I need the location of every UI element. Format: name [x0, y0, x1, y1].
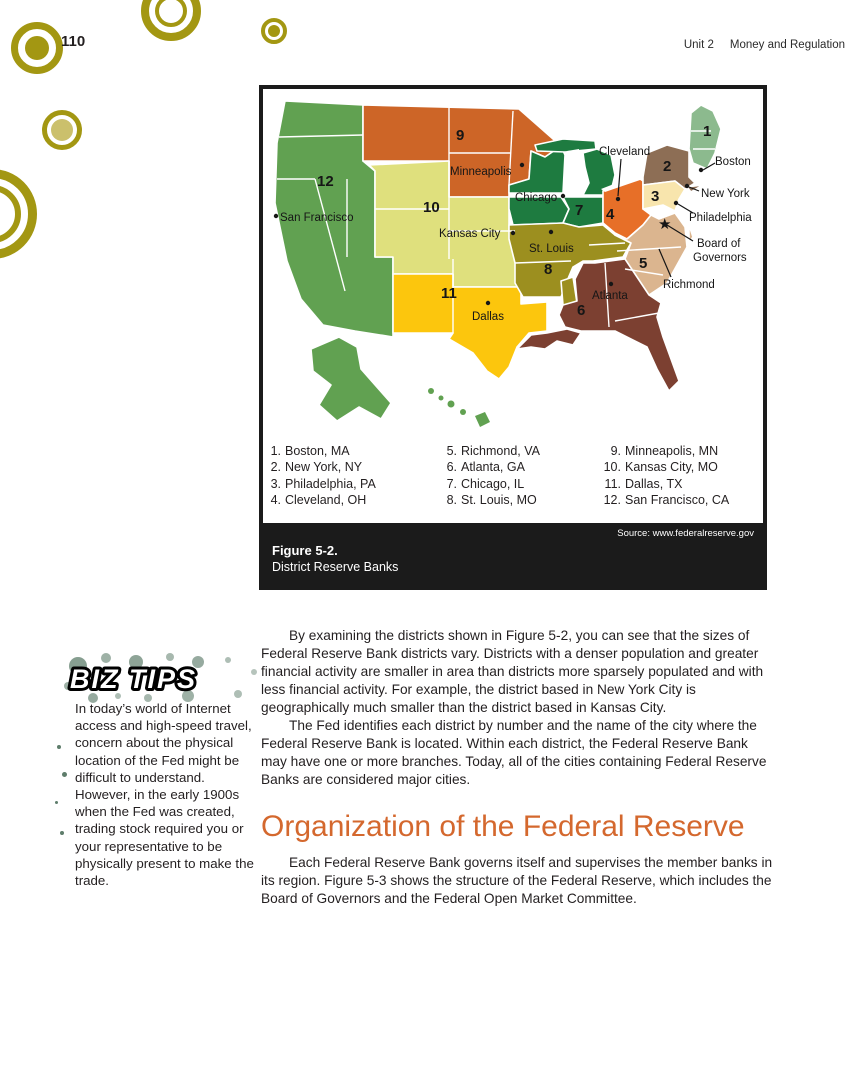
- legend-column: 9. Minneapolis, MN 10. Kansas City, MO 11.…: [601, 443, 757, 509]
- label-boston: Boston: [715, 156, 751, 168]
- page-number: 110: [61, 33, 86, 50]
- district-number-6: 6: [577, 302, 585, 319]
- legend-item: 9. Minneapolis, MN: [610, 444, 719, 458]
- legend-item: 6. Atlanta, GA: [446, 460, 525, 475]
- decorative-circle-dot: [25, 36, 49, 60]
- decorative-circle: [11, 22, 63, 74]
- section-heading: Organization of the Federal Reserve: [261, 810, 745, 843]
- biz-tips-logo-text: BIZ TIPS: [70, 664, 197, 694]
- label-san-francisco: San Francisco: [280, 212, 354, 224]
- louisiana-delta: [516, 328, 582, 350]
- district-6-region: [558, 258, 680, 392]
- decorative-circle-dot: [268, 25, 280, 37]
- header-title: Money and Regulation: [729, 39, 845, 51]
- label-philadelphia: Philadelphia: [689, 212, 752, 224]
- lake-michigan: [567, 149, 581, 193]
- district-number-3: 3: [651, 188, 659, 205]
- legend-item: 1. Boston, MA: [270, 444, 350, 458]
- decorative-circle: [141, 0, 201, 41]
- district-1-region: [688, 104, 722, 170]
- label-st-louis: St. Louis: [529, 243, 574, 255]
- biz-tips-text: In today’s world of Internet access and …: [75, 701, 254, 889]
- label-board-of-governors: Board of: [697, 238, 741, 250]
- figure-subtitle: District Reserve Banks: [272, 560, 399, 574]
- splatter-speck: [55, 801, 58, 804]
- label-board-of-governors: Governors: [693, 252, 747, 264]
- map-legend: 1. Boston, MA 2. New York, NY 3. Philadelph…: [269, 443, 757, 509]
- alaska-region: [310, 336, 392, 422]
- legend-column: 1. Boston, MA 2. New York, NY 3. Philadelph…: [269, 443, 445, 509]
- city-labels: Minneapolis Chicago Kansas City St. Loui…: [280, 146, 752, 323]
- lake-erie: [601, 175, 643, 192]
- legend-item: 8. St. Louis, MO: [446, 493, 537, 508]
- body-paragraph: Each Federal Reserve Bank governs itself…: [261, 855, 773, 906]
- label-minneapolis: Minneapolis: [450, 166, 512, 178]
- district-number-12: 12: [317, 173, 334, 190]
- label-kansas-city: Kansas City: [439, 228, 501, 240]
- biz-tips-logo: BIZ TIPS: [64, 653, 257, 703]
- main-text-column: By examining the districts shown in Figu…: [261, 627, 777, 908]
- hawaii-islands: [428, 388, 490, 427]
- legend-item: 2. New York, NY: [270, 460, 363, 475]
- district-11-region: [392, 273, 548, 380]
- label-cleveland: Cleveland: [599, 146, 650, 158]
- running-header: Unit 2 Money and Regulation: [684, 39, 845, 51]
- dc-star-icon: ★: [658, 216, 671, 233]
- label-atlanta: Atlanta: [592, 290, 628, 302]
- callout-lines: [617, 158, 716, 278]
- decorative-circle: [42, 110, 82, 150]
- legend-column: 5. Richmond, VA 6. Atlanta, GA 7. Chicago, …: [445, 443, 601, 509]
- federal-reserve-districts-map: ★ Minneapolis Chicago Kansas City St. Lo…: [273, 100, 752, 427]
- legend-item: 3. Philadelphia, PA: [270, 476, 376, 491]
- body-paragraph: The Fed identifies each district by numb…: [261, 718, 767, 787]
- label-richmond: Richmond: [663, 279, 715, 291]
- district-12-region: [274, 100, 394, 338]
- district-number-9: 9: [456, 127, 464, 144]
- district-number-7: 7: [575, 202, 583, 219]
- legend-item: 4. Cleveland, OH: [270, 493, 367, 508]
- label-dallas: Dallas: [472, 311, 504, 323]
- figure-title: Figure 5-2.: [272, 543, 338, 558]
- district-8-region: [508, 222, 632, 298]
- district-number-10: 10: [423, 199, 440, 216]
- legend-item: 12. San Francisco, CA: [603, 493, 730, 508]
- legend-item: 10. Kansas City, MO: [603, 460, 718, 475]
- body-paragraph: By examining the districts shown in Figu…: [261, 628, 764, 715]
- figure-source: Source: www.federalreserve.gov: [617, 528, 754, 539]
- paint-splatter: [64, 653, 257, 703]
- district-3-region: [642, 180, 686, 212]
- district-numbers: 1 2 3 4 5 6 7 8 9 10 11 12: [317, 123, 711, 319]
- figure-caption-bar: Source: www.federalreserve.gov Figure 5-…: [263, 523, 763, 586]
- district-number-4: 4: [606, 206, 615, 223]
- decorative-circle: [155, 0, 187, 27]
- figure-5-2: ★ Minneapolis Chicago Kansas City St. Lo…: [259, 85, 767, 590]
- long-island: [686, 184, 704, 193]
- legend-item: 11. Dallas, TX: [604, 476, 683, 491]
- district-number-1: 1: [703, 123, 711, 140]
- splatter-speck: [57, 745, 61, 749]
- label-chicago: Chicago: [515, 192, 557, 204]
- district-number-2: 2: [663, 158, 671, 175]
- state-boundaries: [277, 105, 715, 333]
- legend-item: 7. Chicago, IL: [446, 476, 525, 491]
- legend-item: 5. Richmond, VA: [446, 444, 540, 458]
- district-number-11: 11: [441, 285, 457, 302]
- decorative-circle: [261, 18, 287, 44]
- decorative-circle-dot: [51, 119, 73, 141]
- splatter-speck: [62, 772, 67, 777]
- splatter-speck: [60, 831, 64, 835]
- district-number-8: 8: [544, 261, 552, 278]
- header-unit: Unit 2: [683, 39, 714, 51]
- label-new-york: New York: [701, 188, 750, 200]
- district-number-5: 5: [639, 255, 647, 272]
- city-dots: [273, 162, 704, 306]
